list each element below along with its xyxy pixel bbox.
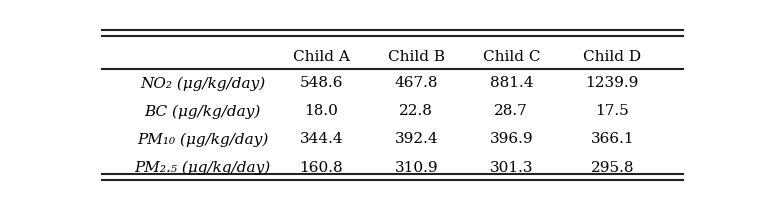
Text: Child D: Child D xyxy=(583,50,641,64)
Text: 18.0: 18.0 xyxy=(304,104,339,118)
Text: 28.7: 28.7 xyxy=(494,104,529,118)
Text: 396.9: 396.9 xyxy=(489,132,533,146)
Text: 17.5: 17.5 xyxy=(595,104,629,118)
Text: 392.4: 392.4 xyxy=(394,132,438,146)
Text: 1239.9: 1239.9 xyxy=(585,76,639,90)
Text: NO₂ (μg/kg/day): NO₂ (μg/kg/day) xyxy=(140,76,265,91)
Text: BC (μg/kg/day): BC (μg/kg/day) xyxy=(145,104,260,119)
Text: 548.6: 548.6 xyxy=(300,76,343,90)
Text: 344.4: 344.4 xyxy=(300,132,343,146)
Text: PM₁₀ (μg/kg/day): PM₁₀ (μg/kg/day) xyxy=(137,132,268,147)
Text: 366.1: 366.1 xyxy=(591,132,634,146)
Text: Child A: Child A xyxy=(293,50,350,64)
Text: 310.9: 310.9 xyxy=(394,161,438,175)
Text: 467.8: 467.8 xyxy=(394,76,438,90)
Text: 881.4: 881.4 xyxy=(489,76,533,90)
Text: 295.8: 295.8 xyxy=(591,161,634,175)
Text: Child C: Child C xyxy=(483,50,540,64)
Text: 160.8: 160.8 xyxy=(300,161,343,175)
Text: 22.8: 22.8 xyxy=(399,104,434,118)
Text: PM₂.₅ (μg/kg/day): PM₂.₅ (μg/kg/day) xyxy=(135,160,270,175)
Text: 301.3: 301.3 xyxy=(489,161,533,175)
Text: Child B: Child B xyxy=(388,50,445,64)
